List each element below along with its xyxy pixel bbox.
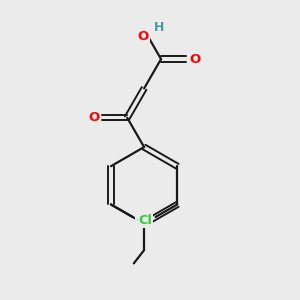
Text: O: O bbox=[189, 52, 200, 66]
Text: H: H bbox=[154, 21, 164, 34]
Text: O: O bbox=[88, 111, 100, 124]
Text: O: O bbox=[138, 30, 149, 43]
Text: Cl: Cl bbox=[136, 214, 150, 227]
Text: Cl: Cl bbox=[138, 214, 152, 227]
